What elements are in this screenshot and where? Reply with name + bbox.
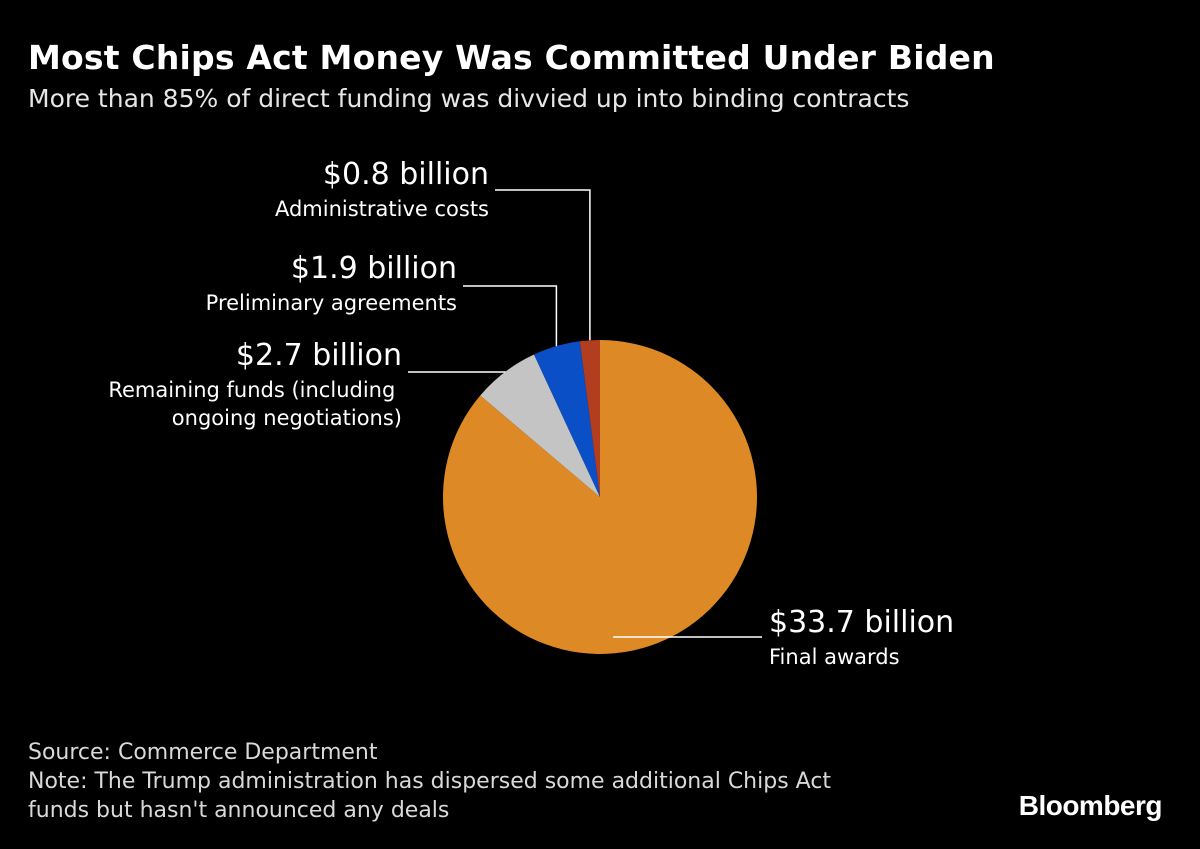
desc-label-preliminary-agreements: Preliminary agreements — [206, 291, 457, 315]
desc-label-remaining-funds: Remaining funds (including ongoing negot… — [108, 378, 402, 430]
pie-slice-administrative-costs — [579, 340, 600, 497]
desc-label-final-awards: Final awards — [769, 645, 900, 669]
pie-slice-remaining-funds — [480, 354, 600, 497]
footnote-line-2: funds but hasn't announced any deals — [28, 798, 450, 823]
value-label-final-awards: $33.7 billion — [769, 605, 954, 640]
bloomberg-logo: Bloomberg — [1018, 790, 1163, 821]
source-note: Source: Commerce Department — [28, 740, 378, 765]
pie-slices — [442, 340, 757, 654]
footer: Source: Commerce Department Note: The Tr… — [28, 738, 831, 825]
leader-line-administrative-costs — [495, 189, 591, 341]
pie-slice-final-awards — [442, 340, 757, 654]
desc-label-remaining-funds-line2: ongoing negotiations) — [172, 406, 402, 430]
chart-subtitle: More than 85% of direct funding was divv… — [28, 84, 910, 113]
chart-title: Most Chips Act Money Was Committed Under… — [28, 38, 995, 77]
desc-label-remaining-funds-line1: Remaining funds (including — [108, 378, 395, 402]
leader-lines — [408, 189, 762, 638]
footnote-line-1: Note: The Trump administration has dispe… — [28, 769, 832, 794]
desc-label-administrative-costs: Administrative costs — [275, 197, 489, 221]
leader-line-preliminary-agreements — [463, 285, 558, 347]
value-label-remaining-funds: $2.7 billion — [236, 338, 402, 373]
value-label-administrative-costs: $0.8 billion — [323, 157, 489, 192]
pie-slice-preliminary-agreements — [534, 341, 600, 497]
value-label-preliminary-agreements: $1.9 billion — [291, 251, 457, 286]
